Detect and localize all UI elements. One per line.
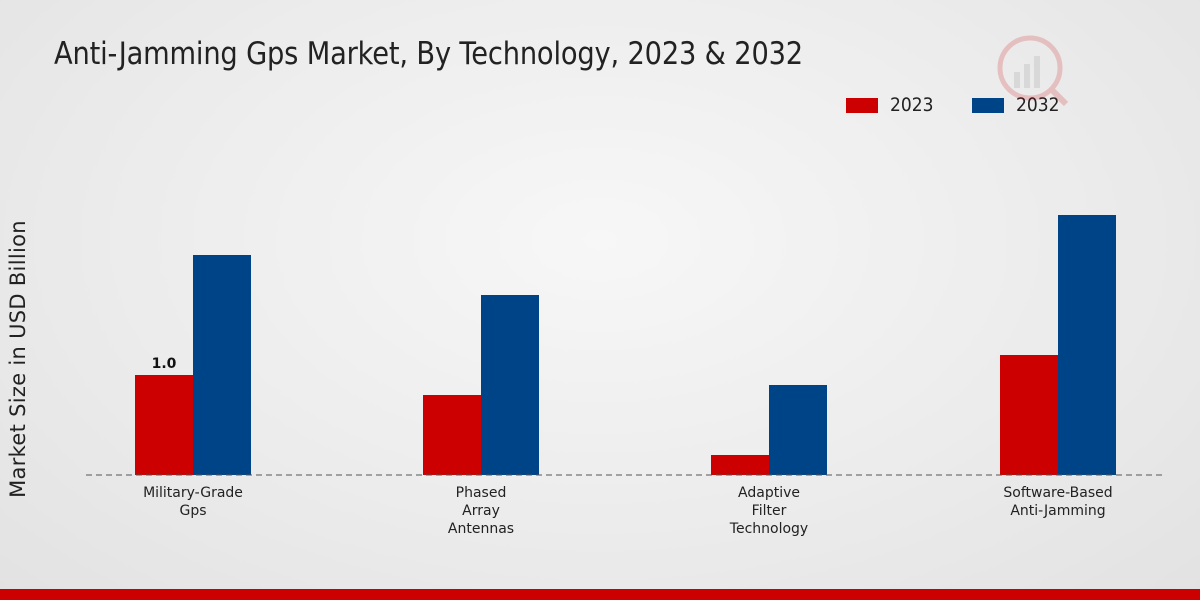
legend-label-2032: 2032 [1016, 94, 1060, 116]
bar-2032-1[interactable] [481, 295, 539, 475]
x-tick-label-3: Software-Based Anti-Jamming [1003, 485, 1112, 519]
x-tick-label-line: Software-Based [1003, 485, 1112, 501]
legend-label-2023: 2023 [890, 94, 934, 116]
x-tick-label-line: Array [462, 503, 500, 519]
x-tick-label-line: Gps [179, 503, 206, 519]
bar-2023-0[interactable] [135, 375, 193, 475]
bar-2023-1[interactable] [423, 395, 481, 475]
x-tick-label-1: Phased Array Antennas [448, 485, 514, 537]
chart-title: Anti-Jamming Gps Market, By Technology, … [54, 36, 803, 72]
x-tick-label-0: Military-Grade Gps [143, 485, 243, 519]
x-tick-label-line: Phased [456, 485, 507, 501]
x-tick-label-line: Adaptive [738, 485, 800, 501]
x-tick-label-line: Military-Grade [143, 485, 243, 501]
x-tick-label-line: Technology [729, 521, 808, 537]
bottom-accent-bar [0, 589, 1200, 600]
bar-2032-0[interactable] [193, 255, 251, 475]
legend-item-2032[interactable]: 2032 [972, 94, 1064, 116]
watermark-logo-icon [997, 35, 1069, 107]
bar-2032-3[interactable] [1058, 215, 1116, 475]
legend-swatch-2032 [972, 97, 1005, 113]
chart-legend: 2023 2032 [846, 94, 1099, 116]
bar-2023-3[interactable] [1000, 355, 1058, 475]
x-tick-label-line: Antennas [448, 521, 514, 537]
x-tick-label-line: Filter [752, 503, 787, 519]
legend-swatch-2023 [846, 97, 878, 113]
data-label-0: 1.0 [152, 356, 177, 372]
x-tick-label-2: Adaptive Filter Technology [729, 485, 808, 537]
x-tick-label-line: Anti-Jamming [1010, 503, 1105, 519]
bar-2023-2[interactable] [711, 455, 769, 475]
legend-item-2023[interactable]: 2023 [846, 94, 938, 116]
bar-2032-2[interactable] [769, 385, 827, 475]
